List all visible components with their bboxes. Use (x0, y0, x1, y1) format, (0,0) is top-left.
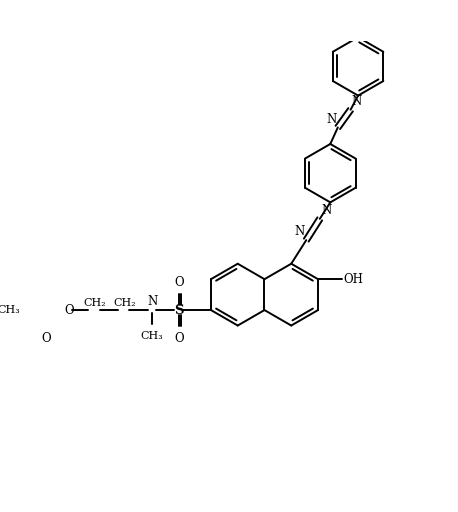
Text: CH₂: CH₂ (113, 298, 136, 308)
Text: N: N (326, 113, 337, 126)
Text: N: N (147, 294, 157, 308)
Text: O: O (174, 332, 184, 345)
Text: O: O (65, 304, 74, 316)
Text: O: O (41, 332, 50, 345)
Text: N: N (321, 204, 331, 217)
Text: CH₃: CH₃ (0, 305, 20, 315)
Text: CH₂: CH₂ (83, 298, 105, 308)
Text: CH₃: CH₃ (141, 331, 164, 340)
Text: N: N (352, 95, 362, 108)
Text: O: O (174, 275, 184, 289)
Text: S: S (174, 304, 184, 316)
Text: OH: OH (344, 273, 364, 286)
Text: N: N (295, 225, 305, 239)
